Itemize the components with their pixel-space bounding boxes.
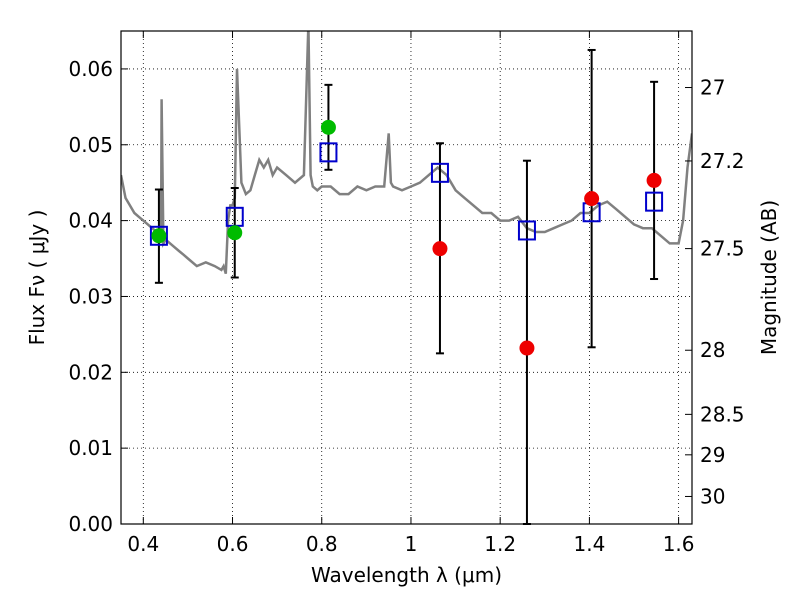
green-points (151, 119, 336, 244)
error-bars (154, 48, 659, 525)
y2-tick-label: 29 (700, 443, 725, 467)
model-photometry-square (430, 162, 449, 183)
x-tick-label: 0.8 (306, 532, 338, 556)
red-point (584, 191, 600, 207)
model-spectrum (121, 31, 692, 275)
model-spectrum-line (121, 31, 692, 275)
x-tick-label: 1.4 (573, 532, 605, 556)
model-photometry-square (517, 220, 536, 241)
y-tick-label: 0.01 (68, 436, 113, 460)
model-photometry-square (149, 225, 168, 246)
model-photometry-square (645, 191, 664, 212)
green-point (320, 119, 336, 135)
y2-tick-label: 27.5 (700, 237, 745, 261)
y2-tick-label: 30 (700, 484, 725, 508)
green-point (151, 228, 167, 244)
red-point (519, 340, 535, 356)
y2-tick-label: 28.5 (700, 402, 745, 426)
green-point (227, 225, 243, 241)
y2-tick-label: 27.2 (700, 149, 745, 173)
y-tick-label: 0.00 (68, 512, 113, 536)
x-tick-label: 1 (405, 532, 418, 556)
y2-tick-label: 28 (700, 338, 725, 362)
grid-lines (121, 31, 692, 525)
x-axis-title: Wavelength λ (μm) (311, 563, 502, 587)
y-axis-ticks: 0.00 0.01 0.02 0.03 0.04 0.05 0.06 (68, 57, 128, 536)
y-tick-label: 0.02 (68, 360, 113, 384)
y2-tick-label: 27 (700, 76, 725, 100)
y-axis-title: Flux Fν ( μJy ) (25, 210, 49, 346)
model-photometry-square (319, 142, 338, 163)
red-point (646, 172, 662, 188)
y-tick-label: 0.03 (68, 284, 113, 308)
y-tick-label: 0.04 (68, 209, 113, 233)
x-tick-label: 1.2 (484, 532, 516, 556)
x-tick-label: 0.4 (127, 532, 159, 556)
model-photometry-squares (149, 142, 664, 246)
x-axis-ticks: 0.4 0.6 0.8 1 1.2 1.4 1.6 (127, 31, 695, 556)
plot-frame (120, 30, 693, 525)
y2-axis-ticks: 27 27.2 27.5 28 28.5 29 30 (685, 76, 745, 508)
y-tick-label: 0.05 (68, 133, 113, 157)
y2-axis-title: Magnitude (AB) (757, 200, 781, 355)
x-tick-label: 0.6 (217, 532, 249, 556)
red-point (432, 241, 448, 257)
x-tick-label: 1.6 (663, 532, 695, 556)
red-points (432, 172, 662, 356)
y-tick-label: 0.06 (68, 57, 113, 81)
